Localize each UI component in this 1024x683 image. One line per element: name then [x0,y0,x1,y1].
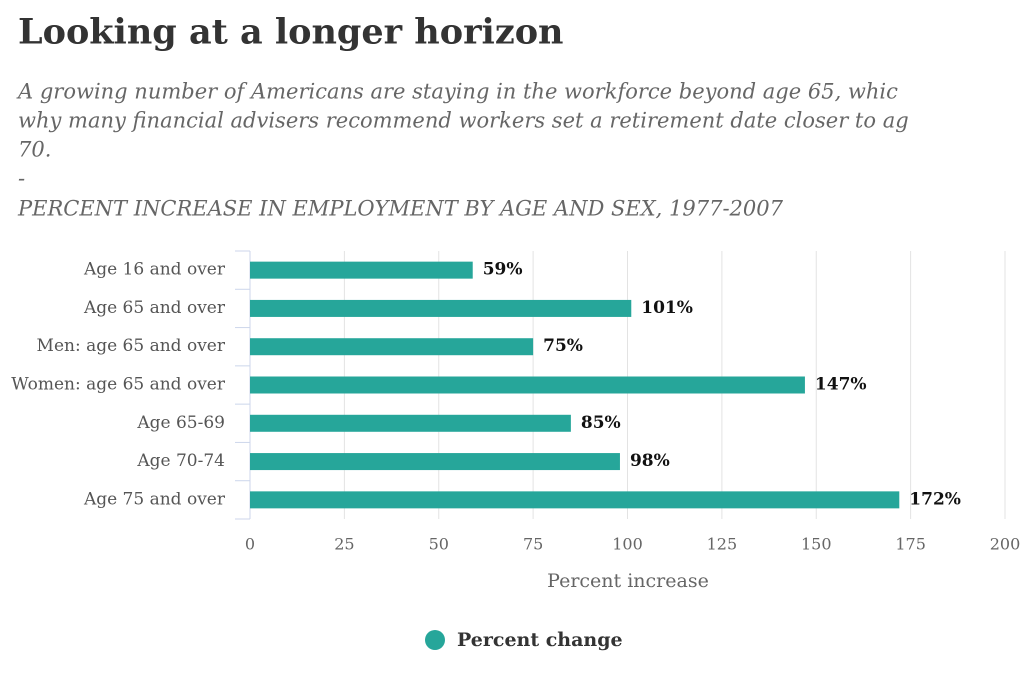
y-tick-label: Age 65 and over [83,298,226,318]
y-tick-label: Age 16 and over [83,260,226,280]
x-tick-label: 125 [707,535,738,554]
subtitle-line: A growing number of Americans are stayin… [16,80,898,104]
y-tick-label: Age 75 and over [83,489,226,509]
value-label: 147% [815,375,867,395]
value-label: 98% [630,451,670,471]
subtitle-line: why many financial advisers recommend wo… [18,109,909,133]
bar [250,338,534,356]
subtitle-line: - [18,167,25,191]
x-tick-label: 0 [245,535,255,554]
chart-subtitle: PERCENT INCREASE IN EMPLOYMENT BY AGE AN… [17,197,784,221]
bar [250,491,900,509]
bar [250,299,632,317]
bar [250,261,473,279]
y-tick-label: Age 70-74 [136,451,225,471]
chart-title: Looking at a longer horizon [18,12,564,53]
x-tick-label: 25 [334,535,354,554]
legend-label: Percent change [457,629,623,651]
x-tick-label: 150 [801,535,832,554]
y-tick-label: Age 65-69 [136,413,225,433]
x-tick-label: 50 [429,535,449,554]
value-label: 59% [483,260,523,280]
x-tick-label: 200 [990,535,1021,554]
subtitle-line: 70. [18,138,51,162]
x-tick-label: 175 [895,535,926,554]
bar [250,453,620,471]
value-label: 75% [543,336,583,356]
legend-marker [425,630,445,650]
bar [250,376,805,394]
y-tick-label: Men: age 65 and over [37,336,226,356]
bar [250,414,571,432]
y-tick-label: Women: age 65 and over [11,375,226,395]
value-label: 101% [641,298,693,318]
value-label: 172% [909,489,961,509]
x-axis-label: Percent increase [547,570,709,592]
value-label: 85% [581,413,621,433]
x-tick-label: 100 [612,535,643,554]
x-tick-label: 75 [523,535,543,554]
